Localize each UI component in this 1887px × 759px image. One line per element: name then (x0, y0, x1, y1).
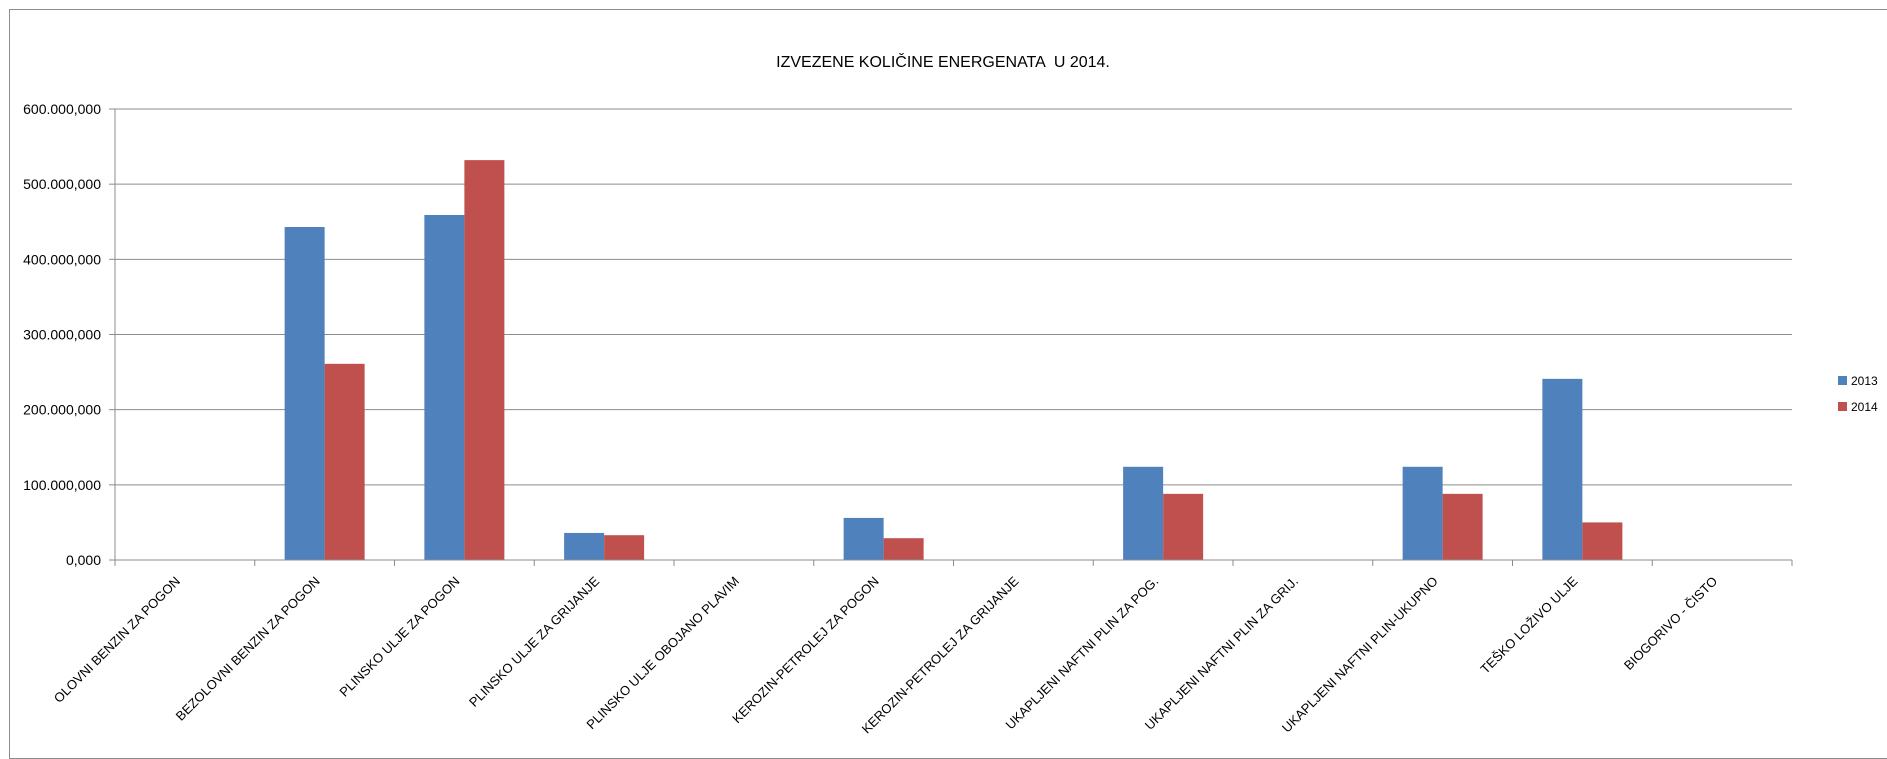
legend-label: 2014 (1851, 400, 1878, 414)
bar-2013 (844, 518, 884, 560)
bar-2013 (1123, 467, 1163, 560)
x-category-label: PLINSKO ULJE OBOJANO PLAVIM (583, 574, 742, 733)
x-category-label: KEROZIN-PETROLEJ ZA POGON (729, 574, 882, 727)
x-category-label: UKAPLJENI NAFTNI PLIN-UKUPNO (1279, 574, 1441, 736)
bar-2013 (424, 215, 464, 560)
bar-2014 (884, 538, 924, 560)
legend-label: 2013 (1851, 374, 1878, 388)
x-category-label: TEŠKO LOŽIVO ULJE (1477, 573, 1580, 676)
legend-swatch (1838, 376, 1847, 385)
x-category-label: PLINSKO ULJE ZA GRIJANJE (466, 573, 603, 710)
bar-2014 (1582, 522, 1622, 560)
bars (145, 160, 1762, 560)
legend: 2013 2014 (1838, 374, 1878, 414)
y-tick-label: 500.000,000 (23, 176, 101, 192)
bar-2014 (604, 535, 644, 560)
y-tick-label: 200.000,000 (23, 402, 101, 418)
bar-2014 (1163, 494, 1203, 560)
y-tick-label: 300.000,000 (23, 327, 101, 343)
y-tick-label: 100.000,000 (23, 477, 101, 493)
bar-2013 (285, 227, 325, 560)
x-category-label: UKAPLJENI NAFTNI PLIN ZA POG. (1003, 574, 1162, 733)
bar-2013 (1542, 379, 1582, 560)
x-category-label: KEROZIN-PETROLEJ ZA GRIJANJE (859, 573, 1022, 736)
x-category-label: UKAPLJENI NAFTNI PLIN ZA GRIJ. (1142, 574, 1301, 733)
x-category-label: BEZOLOVNI BENZIN ZA POGON (173, 574, 323, 724)
y-tick-label: 0,000 (66, 552, 101, 568)
x-category-label: PLINSKO ULJE ZA POGON (336, 574, 462, 700)
bar-chart: IZVEZENE KOLIČINE ENERGENATA U 2014. 0,0… (0, 0, 1887, 742)
x-category-label: OLOVNI BENZIN ZA POGON (51, 574, 183, 706)
bar-2014 (464, 160, 504, 560)
legend-swatch (1838, 402, 1847, 411)
bar-2014 (325, 364, 365, 560)
y-axis-ticks: 0,000 100.000,000 200.000,000 300.000,000 40… (23, 101, 101, 568)
bar-2013 (564, 533, 604, 560)
axes (115, 109, 1792, 566)
x-category-label: BIOGORIVO - ČISTO (1621, 574, 1720, 673)
y-tick-label: 400.000,000 (23, 251, 101, 267)
chart-title: IZVEZENE KOLIČINE ENERGENATA U 2014. (776, 52, 1110, 71)
bar-2014 (1443, 494, 1483, 560)
y-tick-label: 600.000,000 (23, 101, 101, 117)
bar-2013 (1403, 467, 1443, 560)
